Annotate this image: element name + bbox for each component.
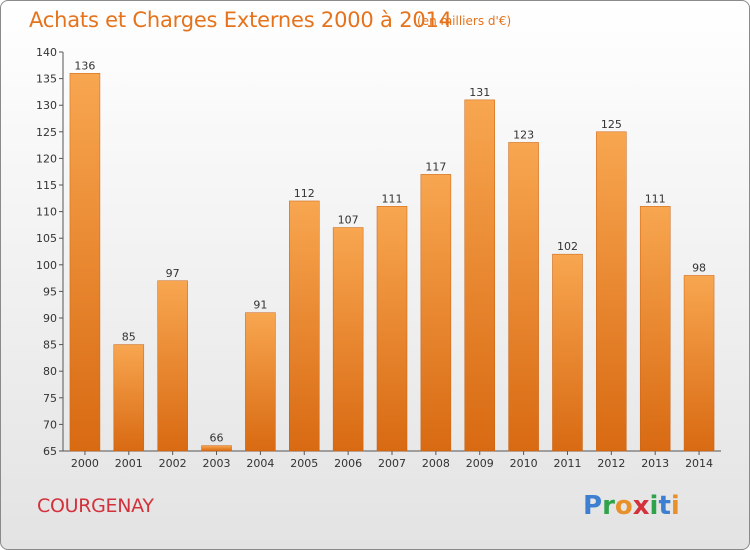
value-labels: 136 85 97 66 91 112 107 111 117 131 123 102 125 111 98 [74, 59, 706, 444]
bars [69, 73, 715, 452]
value-label-2003: 66 [210, 432, 224, 445]
value-label-2004: 91 [253, 299, 267, 312]
y-tick-label: 100 [36, 259, 57, 272]
y-tick-label: 80 [43, 365, 57, 378]
y-tick-label: 110 [36, 206, 57, 219]
bar-2000 [69, 73, 101, 452]
value-label-2009: 131 [469, 86, 490, 99]
value-label-2002: 97 [166, 267, 180, 280]
bar-2014 [683, 275, 715, 452]
y-tick-label: 115 [36, 179, 57, 192]
x-tick-label-2008: 2008 [422, 457, 450, 470]
x-tick-label-2009: 2009 [466, 457, 494, 470]
proxiti-logo: Proxiti [583, 491, 680, 521]
x-tick-label-2001: 2001 [115, 457, 143, 470]
logo-letter: i [649, 491, 659, 521]
x-tick-label-2000: 2000 [71, 457, 99, 470]
bar-2004 [245, 312, 276, 452]
y-tick-label: 105 [36, 232, 57, 245]
value-label-2005: 112 [294, 187, 315, 200]
bar-2006 [332, 227, 364, 452]
value-label-2014: 98 [692, 261, 706, 274]
y-tick-label: 70 [43, 418, 57, 431]
x-tick-label-2004: 2004 [246, 457, 274, 470]
bar-2008 [420, 174, 452, 452]
x-tick-label-2012: 2012 [597, 457, 625, 470]
logo-letter: P [583, 491, 603, 521]
logo-letter: t [658, 491, 671, 521]
y-tick-label: 135 [36, 73, 57, 86]
logo-letter: i [670, 491, 680, 521]
value-label-2013: 111 [645, 192, 666, 205]
y-tick-label: 125 [36, 126, 57, 139]
value-label-2000: 136 [74, 59, 95, 72]
bar-2011 [552, 253, 583, 452]
y-tick-label: 85 [43, 339, 57, 352]
value-label-2010: 123 [513, 128, 534, 141]
bar-2012 [596, 131, 627, 452]
y-tick-label: 95 [43, 285, 57, 298]
x-tick-label-2003: 2003 [203, 457, 231, 470]
x-tick-label-2002: 2002 [159, 457, 187, 470]
value-label-2012: 125 [601, 118, 622, 131]
axes: 65 70 75 80 85 90 95 100 105 110 115 120 125 130 135 14… [36, 46, 721, 470]
value-label-2001: 85 [122, 331, 136, 344]
bar-2013 [639, 206, 671, 452]
bar-2009 [464, 99, 495, 452]
bar-2001 [113, 344, 145, 452]
x-tick-label-2005: 2005 [290, 457, 318, 470]
x-tick-label-2014: 2014 [685, 457, 713, 470]
x-tick-label-2007: 2007 [378, 457, 406, 470]
bar-2007 [376, 206, 408, 452]
x-tick-label-2010: 2010 [510, 457, 538, 470]
logo-letter: o [614, 491, 633, 521]
city-name: COURGENAY [37, 495, 154, 517]
value-label-2007: 111 [382, 192, 403, 205]
bar-2010 [508, 142, 539, 452]
value-label-2011: 102 [557, 240, 578, 253]
y-tick-label: 120 [36, 152, 57, 165]
x-tick-label-2006: 2006 [334, 457, 362, 470]
bar-2003 [201, 445, 232, 452]
x-tick-label-2013: 2013 [641, 457, 669, 470]
logo-letter: x [632, 491, 650, 521]
value-label-2006: 107 [338, 214, 359, 227]
y-tick-label: 140 [36, 46, 57, 59]
chart-title: Achats et Charges Externes 2000 à 2014 [29, 8, 452, 32]
y-tick-label: 75 [43, 392, 57, 405]
y-tick-label: 65 [43, 445, 57, 458]
bar-2005 [289, 200, 320, 452]
logo-letter: r [602, 491, 615, 521]
bar-2002 [157, 280, 188, 452]
chart-subtitle: (en milliers d'€) [417, 14, 512, 28]
y-tick-label: 130 [36, 99, 57, 112]
value-label-2008: 117 [425, 160, 446, 173]
x-tick-label-2011: 2011 [553, 457, 581, 470]
y-tick-label: 90 [43, 312, 57, 325]
